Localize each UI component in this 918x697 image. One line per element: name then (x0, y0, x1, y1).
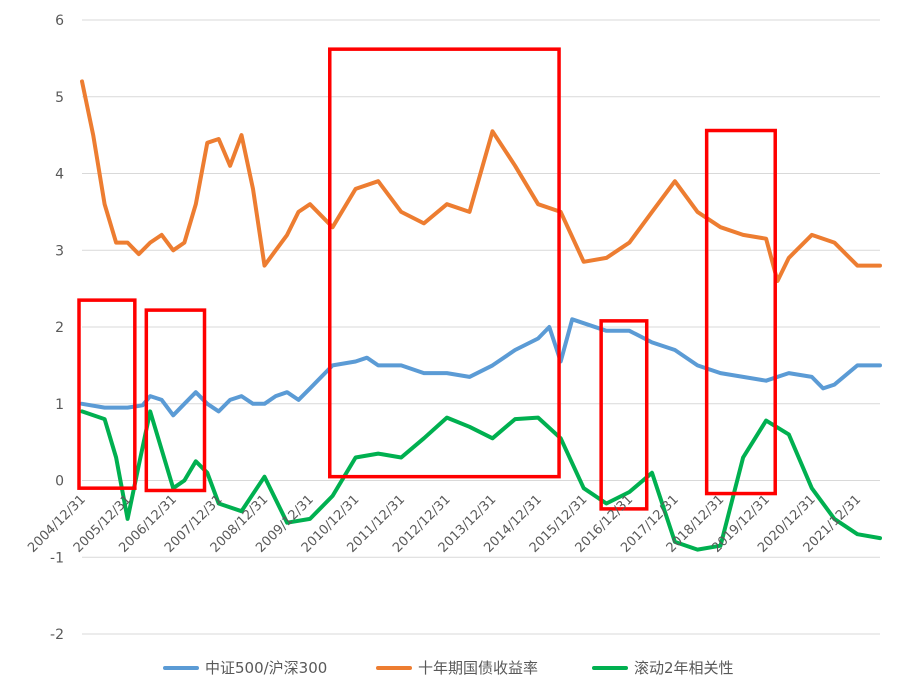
y-tick-label: -1 (50, 550, 64, 566)
gridlines (82, 19, 880, 635)
y-tick-label: 5 (55, 90, 64, 106)
y-tick-label: 4 (55, 167, 64, 183)
y-tick-label: -2 (50, 627, 64, 643)
legend-label-2: 滚动2年相关性 (634, 659, 734, 677)
y-axis-ticks: -2 -1 0 1 2 3 4 5 6 (50, 13, 64, 643)
highlight-box-3 (599, 319, 649, 511)
series-line-1 (80, 79, 882, 283)
legend: 中证500/沪深300 十年期国债收益率 滚动2年相关性 (163, 659, 734, 677)
series-lines (80, 79, 882, 552)
y-tick-label: 3 (55, 243, 64, 259)
highlight-box-4 (704, 128, 777, 496)
y-tick-label: 6 (55, 13, 64, 29)
series-line-0 (80, 317, 882, 418)
y-tick-label: 2 (55, 320, 64, 336)
highlight-box-2 (328, 47, 561, 479)
x-axis-ticks: 2004/12/312005/12/312006/12/312007/12/31… (25, 492, 864, 556)
highlight-box-0 (77, 298, 137, 490)
highlight-boxes (77, 47, 777, 511)
series-line-2 (80, 409, 882, 552)
y-tick-label: 1 (55, 397, 64, 413)
legend-label-1: 十年期国债收益率 (418, 659, 538, 677)
y-tick-label: 0 (55, 474, 64, 490)
highlight-box-1 (144, 308, 207, 493)
legend-label-0: 中证500/沪深300 (205, 659, 327, 677)
